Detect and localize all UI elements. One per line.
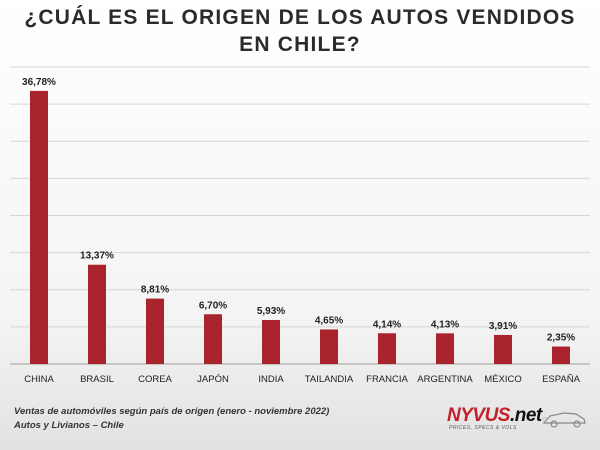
car-silhouette-icon — [542, 412, 586, 428]
bar-brasil — [88, 264, 106, 364]
logo-suffix: .net — [509, 405, 542, 426]
logo-wordmark: NYVUS.net — [447, 405, 542, 427]
footer-subcaption: Autos y Livianos – Chile — [14, 420, 124, 431]
bar-tailandia — [320, 329, 338, 364]
bar-argentina — [436, 333, 454, 364]
bar-francia — [378, 333, 396, 364]
data-label: 8,81% — [141, 285, 169, 296]
data-label: 36,78% — [22, 77, 56, 88]
category-label: MÉXICO — [484, 374, 521, 385]
category-label: INDIA — [258, 374, 284, 385]
data-label: 2,35% — [547, 333, 575, 344]
data-label: 5,93% — [257, 306, 285, 317]
chart-title: ¿CUÁL ES EL ORIGEN DE LOS AUTOS VENDIDOS… — [24, 6, 576, 56]
data-label: 3,91% — [489, 321, 517, 332]
category-label: TAILANDIA — [305, 374, 354, 385]
category-label: ARGENTINA — [417, 374, 473, 385]
data-label: 4,13% — [431, 319, 459, 330]
logo-brand: NYVUS — [447, 405, 510, 426]
bar-corea — [146, 298, 164, 364]
bar-china — [30, 90, 48, 364]
footer-caption: Ventas de automóviles según país de orig… — [14, 406, 330, 417]
category-label: COREA — [138, 374, 172, 385]
data-label: 6,70% — [199, 300, 227, 311]
bar-india — [262, 319, 280, 364]
category-label: FRANCIA — [366, 374, 408, 385]
category-label: ESPAÑA — [542, 374, 581, 385]
category-label: BRASIL — [80, 374, 114, 385]
bar-españa — [552, 346, 570, 364]
data-label: 4,14% — [373, 319, 401, 330]
data-label: 13,37% — [80, 251, 114, 262]
bar-japón — [204, 314, 222, 364]
nyvus-logo: NYVUS.net PRICES, SPECS & VOLS — [447, 405, 587, 433]
category-label: CHINA — [24, 374, 54, 385]
logo-tagline: PRICES, SPECS & VOLS — [449, 425, 517, 431]
data-label: 4,65% — [315, 315, 343, 326]
category-label: JAPÓN — [197, 374, 229, 385]
bar-méxico — [494, 334, 512, 364]
